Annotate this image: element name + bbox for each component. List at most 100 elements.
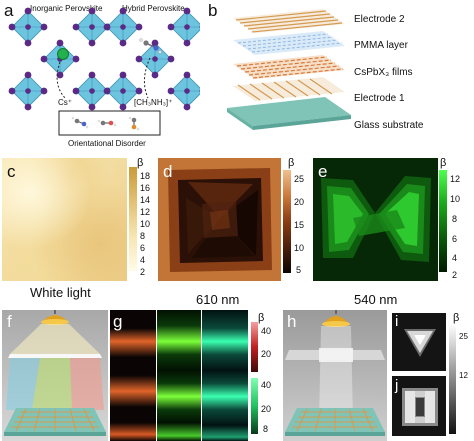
panel-e-letter: e — [318, 162, 328, 181]
green-colorbar-tick: 8 — [263, 424, 269, 434]
x-site-atom — [88, 103, 96, 111]
panel-g-colorbar-symbol: β — [258, 312, 265, 324]
nm540-colorbar-symbol: β — [440, 157, 447, 169]
white-light-tick: 14 — [140, 195, 151, 205]
x-site-atom — [72, 87, 80, 95]
white-light-colorbar — [129, 167, 137, 271]
red-colorbar — [251, 322, 258, 372]
b-site-atom — [120, 24, 126, 30]
teal-channel-strip — [202, 310, 248, 441]
perovskite-lattice-diagram — [8, 7, 200, 136]
nm610-tick: 10 — [294, 243, 305, 253]
white-light-colorbar-symbol: β — [137, 157, 144, 169]
x-site-atom — [167, 55, 175, 63]
nm610-response-map — [158, 158, 281, 281]
layer-label-electrode-1: Electrode 1 — [354, 93, 405, 104]
x-site-atom — [56, 71, 64, 79]
glass-substrate-layer — [227, 97, 351, 130]
x-site-atom — [24, 71, 32, 79]
x-site-atom — [183, 71, 191, 79]
green-colorbar — [251, 378, 258, 434]
b-site-atom — [184, 24, 190, 30]
x-site-atom — [103, 23, 111, 31]
x-site-atom — [40, 23, 48, 31]
green-channel-strip — [157, 310, 201, 441]
white-light-tick: 16 — [140, 183, 151, 193]
x-site-atom — [8, 23, 16, 31]
x-site-atom — [135, 23, 143, 31]
x-site-atom — [40, 55, 48, 63]
white-light-tick: 6 — [140, 243, 146, 253]
electrode-1-layer — [233, 77, 345, 101]
device-stack-diagram — [227, 9, 351, 130]
white-light-tick: 12 — [140, 207, 151, 217]
nm540-tick: 2 — [452, 270, 458, 280]
panel-j-letter: j — [395, 377, 399, 394]
x-site-atom — [88, 7, 96, 15]
white-light-caption: White light — [30, 285, 91, 300]
pmma-layer — [233, 31, 345, 55]
panel-f-background — [2, 310, 108, 441]
b-site-atom — [152, 56, 158, 62]
x-site-atom — [24, 39, 32, 47]
white-light-tick: 4 — [140, 255, 146, 265]
nm610-caption: 610 nm — [196, 292, 240, 307]
nm610-tick: 25 — [294, 174, 305, 184]
x-site-atom — [72, 55, 80, 63]
x-site-atom — [72, 23, 80, 31]
layer-label-electrode-2: Electrode 2 — [354, 14, 405, 25]
green-colorbar-tick: 40 — [261, 380, 272, 390]
panel-b-letter: b — [208, 1, 218, 20]
grayscale-colorbar-tick: 12 — [459, 371, 468, 380]
layer-label-cspbx3: CsPbX₃ films — [354, 67, 413, 78]
x-site-atom — [88, 39, 96, 47]
mask-response-map-j — [392, 376, 446, 436]
grayscale-colorbar-tick: 25 — [459, 332, 468, 341]
x-site-atom — [88, 71, 96, 79]
disordered-molecule-2 — [97, 119, 117, 127]
x-site-atom — [167, 87, 175, 95]
nm540-caption: 540 nm — [354, 292, 398, 307]
mask-response-map-i — [392, 313, 446, 371]
nm540-tick: 12 — [450, 174, 461, 184]
nm610-tick: 20 — [294, 197, 305, 207]
red-colorbar-tick: 40 — [261, 326, 272, 336]
b-site-atom — [89, 88, 95, 94]
panel-h-background — [283, 310, 387, 441]
b-site-atom — [89, 24, 95, 30]
white-light-tick: 2 — [140, 267, 146, 277]
red-channel-strip — [110, 310, 156, 441]
cspbx3-film-layer — [233, 55, 345, 79]
x-site-atom — [24, 7, 32, 15]
panel-g-letter: g — [113, 312, 123, 331]
panel-a-letter: a — [4, 1, 14, 20]
grayscale-colorbar — [449, 324, 456, 434]
orientational-disorder-label: Orientational Disorder — [68, 139, 146, 148]
x-site-atom — [119, 71, 127, 79]
x-site-atom — [56, 39, 64, 47]
nm610-colorbar — [283, 170, 291, 273]
panel-c-letter: c — [7, 162, 16, 181]
white-light-tick: 8 — [140, 231, 146, 241]
x-site-atom — [103, 87, 111, 95]
x-site-atom — [135, 87, 143, 95]
hybrid-lattice — [103, 7, 200, 111]
nm540-tick: 8 — [452, 214, 458, 224]
green-colorbar-tick: 20 — [261, 404, 272, 414]
x-site-atom — [40, 87, 48, 95]
x-site-atom — [119, 39, 127, 47]
methylammonium-molecule — [139, 38, 162, 54]
white-light-tick: 10 — [140, 219, 151, 229]
x-site-atom — [24, 103, 32, 111]
disordered-molecule-1 — [71, 116, 89, 129]
ch3nh3-label: [CH₃NH₃]⁺ — [134, 98, 173, 107]
b-site-atom — [120, 88, 126, 94]
panel-f-letter: f — [7, 312, 12, 331]
cs-pointer-line — [56, 61, 67, 100]
nm610-tick: 5 — [296, 265, 302, 275]
b-site-atom — [25, 24, 31, 30]
x-site-atom — [119, 103, 127, 111]
nm610-tick: 15 — [294, 220, 305, 230]
nm610-colorbar-symbol: β — [288, 157, 295, 169]
